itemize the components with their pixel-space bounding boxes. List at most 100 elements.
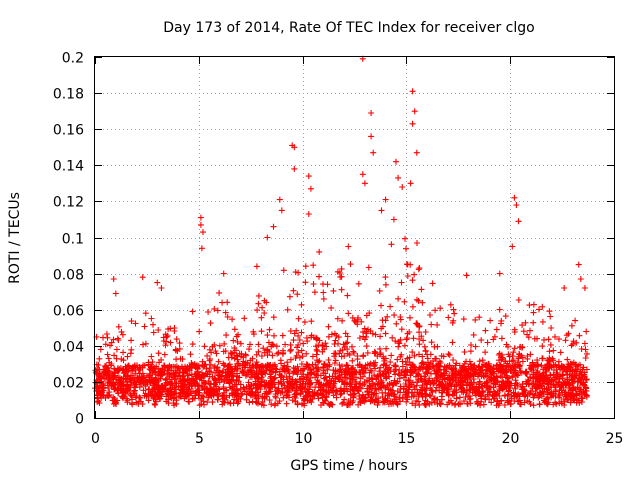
data-point (141, 373, 147, 380)
data-point (292, 365, 299, 372)
data-point (511, 393, 518, 400)
data-point (525, 334, 532, 341)
data-point (568, 342, 575, 349)
data-point (314, 368, 320, 375)
data-point (416, 341, 423, 348)
data-point (431, 343, 438, 350)
data-point (189, 341, 196, 348)
data-point (411, 108, 418, 115)
data-point (448, 375, 455, 382)
data-point (341, 344, 348, 351)
data-point (539, 355, 546, 362)
data-point (275, 379, 282, 386)
data-point (226, 361, 233, 368)
data-point (101, 363, 108, 370)
data-point (426, 366, 433, 373)
data-point (539, 318, 546, 325)
data-point (476, 380, 483, 387)
data-point (509, 243, 516, 250)
data-point (494, 379, 501, 386)
data-point (563, 391, 570, 398)
data-point (205, 309, 212, 315)
data-point (536, 401, 543, 408)
data-point (460, 368, 467, 375)
data-point (382, 274, 389, 281)
data-point (494, 389, 501, 396)
data-point (387, 303, 394, 310)
data-point (413, 397, 420, 404)
data-point (562, 337, 569, 344)
data-point (253, 385, 260, 392)
data-point (132, 320, 139, 327)
data-point (224, 313, 231, 320)
data-point (287, 347, 294, 354)
data-point (539, 303, 546, 310)
data-point (129, 363, 136, 370)
data-point (293, 379, 300, 386)
data-point (480, 401, 487, 408)
data-point (447, 301, 454, 308)
data-point (534, 361, 541, 368)
data-point (378, 207, 385, 214)
data-point (401, 298, 408, 305)
data-point (416, 265, 423, 271)
data-point (347, 261, 354, 268)
data-point (197, 221, 204, 228)
data-point (390, 216, 397, 223)
data-point (162, 342, 169, 349)
data-point (320, 382, 327, 389)
data-point (500, 362, 507, 369)
y-tick-label: 0.16 (53, 123, 84, 139)
data-point (163, 338, 170, 345)
data-point (166, 385, 173, 392)
data-point (357, 398, 364, 405)
data-point (140, 387, 147, 394)
data-point (279, 332, 286, 339)
data-point (413, 149, 420, 156)
data-point (252, 371, 259, 378)
data-point (446, 386, 453, 393)
data-point (411, 352, 418, 359)
data-point (343, 340, 349, 347)
data-point (455, 401, 462, 408)
data-point (391, 362, 398, 369)
data-point (383, 345, 390, 352)
data-point (452, 372, 459, 378)
data-point (265, 362, 272, 369)
data-point (501, 402, 508, 408)
data-point (419, 382, 426, 389)
data-point (309, 353, 316, 360)
data-point (207, 320, 214, 327)
data-point (406, 354, 413, 361)
data-point (422, 370, 429, 377)
data-point (284, 359, 291, 366)
data-point (448, 365, 454, 372)
data-point (150, 329, 157, 336)
data-point (493, 326, 500, 333)
data-point (553, 363, 560, 370)
data-point (302, 263, 309, 270)
data-point (275, 349, 282, 356)
data-point (104, 351, 111, 358)
data-point (276, 371, 283, 378)
y-tick-label: 0 (75, 412, 84, 428)
data-point (300, 371, 307, 378)
data-point (384, 313, 391, 320)
data-point (502, 313, 509, 320)
data-point (287, 356, 294, 363)
data-point (216, 342, 223, 349)
data-point (538, 362, 545, 369)
data-point (581, 381, 587, 388)
data-point (516, 393, 523, 400)
data-point (458, 388, 465, 395)
data-point (409, 303, 416, 310)
data-point (422, 402, 429, 408)
data-point (419, 353, 426, 360)
data-point (253, 263, 260, 270)
data-point (402, 235, 408, 242)
data-point (461, 398, 467, 405)
data-point (404, 394, 411, 401)
data-point (103, 331, 110, 337)
data-point (298, 329, 305, 336)
data-point (484, 339, 491, 346)
